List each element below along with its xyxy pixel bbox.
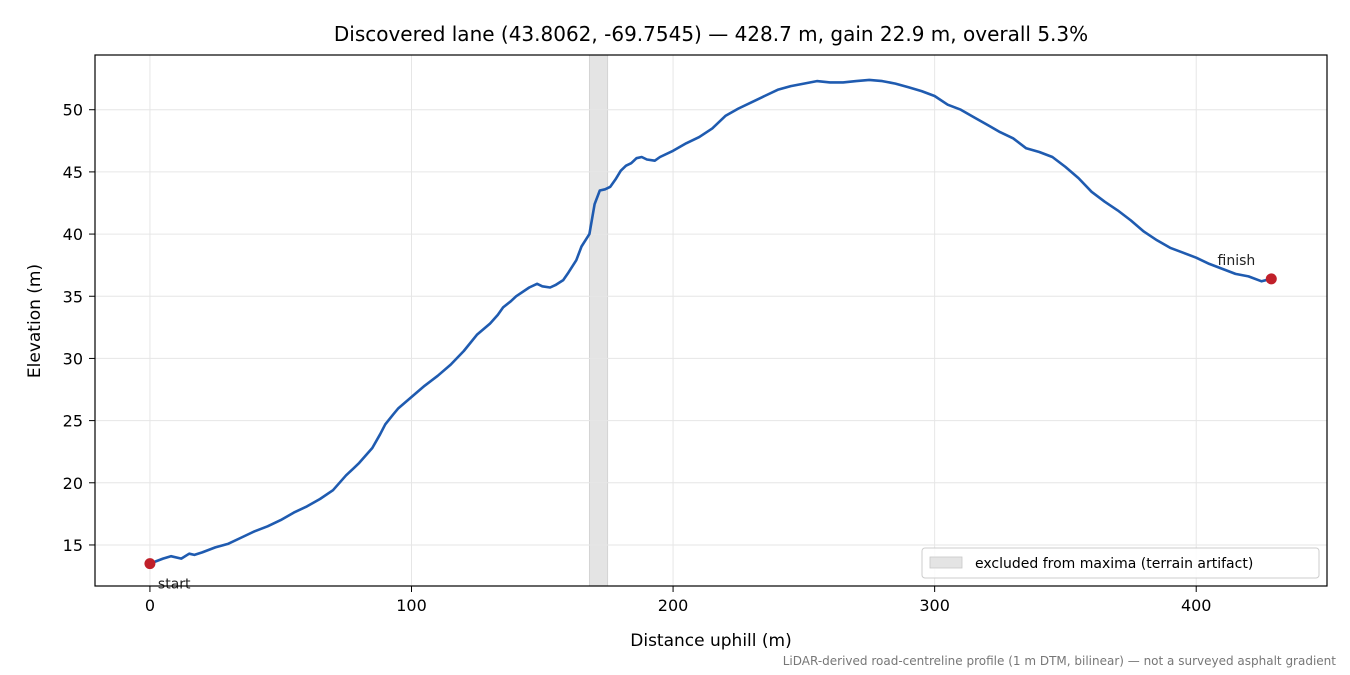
y-tick-label: 35 [63,287,83,306]
x-tick-label: 0 [145,596,155,615]
y-tick-label: 50 [63,101,83,120]
plot-frame [94,54,1328,587]
footnote: LiDAR-derived road-centreline profile (1… [783,654,1337,668]
x-tick-label: 100 [396,596,427,615]
plot-background [95,55,1327,586]
legend-box [921,547,1320,579]
y-tick-label: 25 [63,412,83,431]
y-tick-label: 30 [63,349,83,368]
finish-marker [1265,273,1277,285]
start-annotation: start [158,577,191,593]
elevation-series-line [148,78,1273,565]
start-marker [144,558,156,570]
tick-layer: 0 100 200 300 400 15 20 25 30 35 40 45 50 [63,101,1212,615]
x-tick-label: 400 [1181,596,1212,615]
legend-swatch [929,556,963,569]
marker-layer: start finish [144,253,1277,593]
chart-title: Discovered lane (43.8062, -69.7545) — 42… [334,22,1088,46]
x-tick-label: 200 [658,596,689,615]
y-tick-label: 20 [63,474,83,493]
y-axis-label: Elevation (m) [25,264,45,378]
grid-layer [95,55,1327,586]
series-layer [148,78,1273,565]
x-tick-label: 300 [919,596,950,615]
x-axis-label: Distance uphill (m) [630,631,791,651]
y-tick-label: 45 [63,163,83,182]
finish-annotation: finish [1218,253,1256,269]
y-tick-label: 15 [63,536,83,555]
y-tick-label: 40 [63,225,83,244]
legend-label: excluded from maxima (terrain artifact) [975,556,1253,572]
excluded-band [588,54,609,587]
excluded-band-layer [588,54,609,587]
legend: excluded from maxima (terrain artifact) [921,547,1320,579]
